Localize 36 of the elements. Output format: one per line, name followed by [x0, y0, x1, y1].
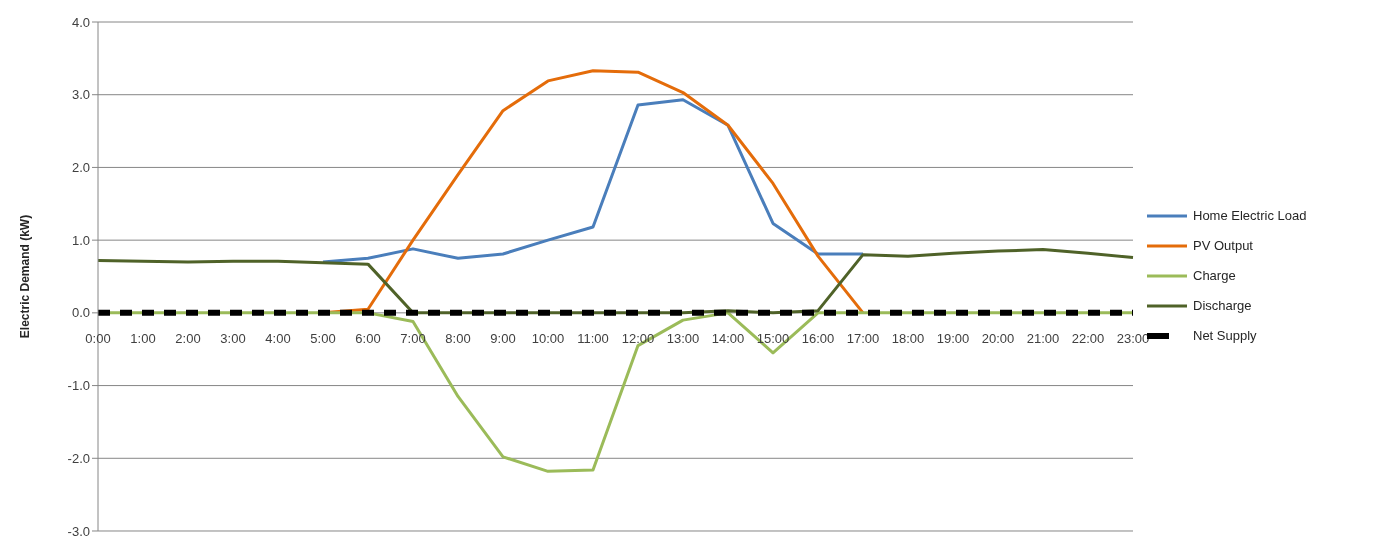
y-tick-label: 1.0	[71, 232, 90, 248]
x-tick-label: 13:00	[666, 330, 700, 346]
y-tick-label: -2.0	[67, 450, 90, 466]
x-tick-label: 15:00	[756, 330, 790, 346]
y-tick-label: 0.0	[71, 305, 90, 321]
x-tick-label: 22:00	[1071, 330, 1105, 346]
x-tick-label: 19:00	[936, 330, 970, 346]
x-tick-label: 17:00	[846, 330, 880, 346]
legend-label: Home Electric Load	[1193, 208, 1307, 223]
x-tick-label: 14:00	[711, 330, 745, 346]
x-tick-label: 10:00	[531, 330, 565, 346]
x-tick-label: 21:00	[1026, 330, 1060, 346]
x-tick-label: 3:00	[220, 330, 246, 346]
x-tick-label: 20:00	[981, 330, 1015, 346]
legend-label: Discharge	[1193, 298, 1252, 313]
x-tick-label: 18:00	[891, 330, 925, 346]
legend-label: Net Supply	[1193, 328, 1257, 343]
x-tick-label: 5:00	[310, 330, 336, 346]
y-tick-label: -3.0	[67, 523, 90, 539]
x-tick-label: 11:00	[577, 330, 609, 346]
y-tick-label: 2.0	[71, 160, 90, 176]
y-tick-label: -1.0	[67, 378, 90, 394]
line-series	[321, 98, 865, 264]
x-tick-label: 16:00	[801, 330, 835, 346]
x-tick-label: 9:00	[490, 330, 516, 346]
x-tick-label: 6:00	[355, 330, 381, 346]
y-tick-label: 3.0	[71, 87, 90, 103]
x-tick-label: 8:00	[445, 330, 471, 346]
x-tick-label: 2:00	[175, 330, 201, 346]
legend-label: PV Output	[1193, 238, 1253, 253]
y-tick-label: 4.0	[71, 14, 90, 30]
legend-label: Charge	[1193, 268, 1236, 283]
x-tick-label: 4:00	[265, 330, 291, 346]
x-tick-label: 1:00	[130, 330, 156, 346]
x-tick-label: 0:00	[85, 330, 111, 346]
y-axis-title: Electric Demand (kW)	[18, 214, 33, 339]
